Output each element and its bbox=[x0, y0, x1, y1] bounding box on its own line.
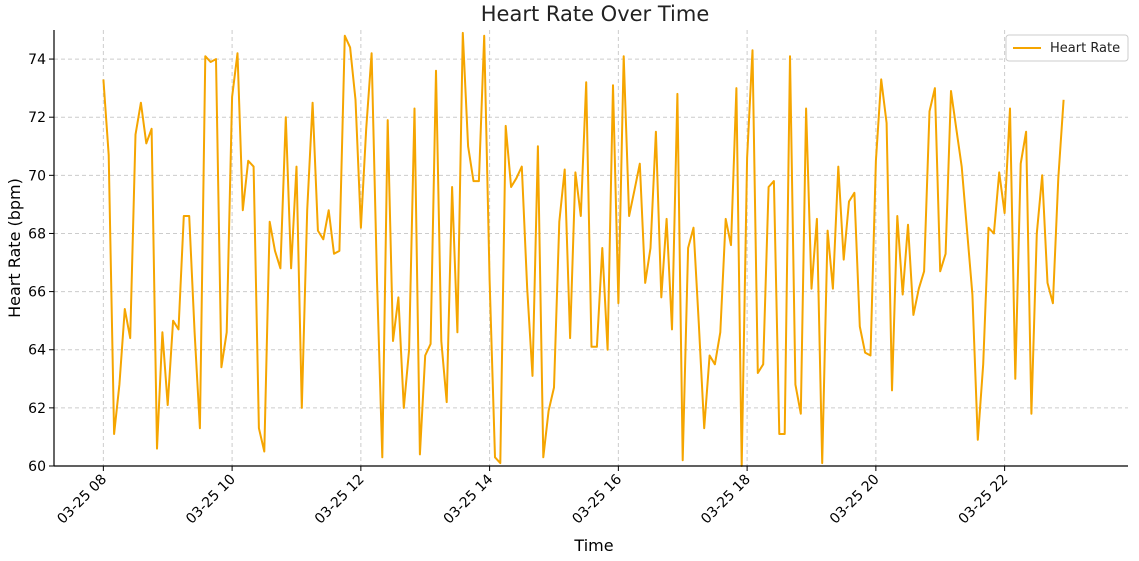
legend-label: Heart Rate bbox=[1050, 41, 1120, 56]
x-tick-label: 03-25 14 bbox=[441, 471, 497, 527]
axes bbox=[53, 30, 1128, 467]
legend-box bbox=[1005, 34, 1129, 62]
y-tick-label: 66 bbox=[28, 285, 46, 301]
y-axis-label: Heart Rate (bpm) bbox=[5, 178, 24, 318]
y-tick-label: 70 bbox=[28, 168, 46, 184]
x-tick-label: 03-25 22 bbox=[956, 472, 1012, 528]
series-layer bbox=[102, 31, 1065, 467]
x-tick-label: 03-25 08 bbox=[54, 472, 110, 528]
legend: Heart Rate bbox=[1005, 34, 1129, 62]
grid bbox=[54, 30, 1128, 466]
y-tick-label: 64 bbox=[28, 343, 46, 359]
x-tick-label: 03-25 12 bbox=[312, 472, 368, 528]
x-tick-label: 03-25 10 bbox=[183, 472, 239, 528]
x-tick-label: 03-25 18 bbox=[698, 472, 754, 528]
y-tick-label: 62 bbox=[28, 401, 46, 417]
y-tick-label: 72 bbox=[28, 110, 46, 126]
y-tick-label: 60 bbox=[28, 459, 46, 475]
x-axis-label: Time bbox=[573, 536, 613, 555]
x-tick-label: 03-25 16 bbox=[569, 471, 625, 527]
y-ticks: 60 62 64 66 68 70 72 74 bbox=[28, 52, 54, 475]
x-ticks: 03-25 08 03-25 10 03-25 12 03-25 14 03-25 16… bbox=[54, 466, 1011, 527]
y-tick-label: 68 bbox=[28, 226, 46, 242]
series-line bbox=[102, 31, 1065, 467]
y-tick-label: 74 bbox=[28, 52, 46, 68]
x-tick-label: 03-25 20 bbox=[827, 472, 883, 528]
chart-title: Heart Rate Over Time bbox=[481, 2, 710, 26]
